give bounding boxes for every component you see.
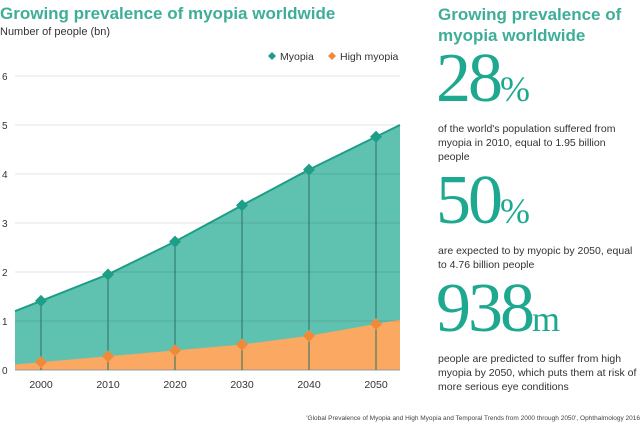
y-tick-label: 0 xyxy=(2,366,8,377)
stat-text-1: of the world's population suffered from … xyxy=(438,123,616,163)
data-point-high-myopia xyxy=(370,317,382,330)
legend-label: High myopia xyxy=(340,51,399,63)
x-tick-label: 2020 xyxy=(163,379,187,391)
stat-unit: m xyxy=(532,299,561,339)
y-axis-label: Number of people (bn) xyxy=(0,26,111,38)
y-tick-label: 1 xyxy=(2,317,8,328)
x-tick-label: 2030 xyxy=(230,379,254,391)
y-tick-label: 3 xyxy=(2,219,8,230)
y-tick-label: 5 xyxy=(2,121,8,132)
data-point-high-myopia xyxy=(303,329,315,342)
data-point-high-myopia xyxy=(236,338,248,351)
stat-value-2: 50% xyxy=(436,166,638,242)
legend-marker xyxy=(268,52,276,60)
stat-unit: % xyxy=(500,191,530,231)
chart-title: Growing prevalence of myopia worldwide xyxy=(0,4,336,23)
data-point-myopia xyxy=(102,268,114,281)
stat-value-1: 28% xyxy=(436,44,638,120)
data-point-myopia xyxy=(236,199,248,212)
stat-text-2: are expected to by myopic by 2050, equal… xyxy=(438,245,633,271)
y-tick-label: 2 xyxy=(2,268,8,279)
source-citation: 'Global Prevalence of Myopia and High My… xyxy=(306,415,640,422)
data-point-high-myopia xyxy=(169,344,181,357)
x-tick-label: 2000 xyxy=(29,379,53,391)
x-tick-label: 2040 xyxy=(297,379,321,391)
y-tick-label: 4 xyxy=(2,170,8,181)
panel-title: Growing prevalence of myopia worldwide xyxy=(438,5,622,45)
data-point-myopia xyxy=(303,163,315,176)
stats-panel: Growing prevalence of myopia worldwide 2… xyxy=(436,4,638,400)
data-point-myopia xyxy=(169,235,181,248)
data-point-high-myopia xyxy=(35,356,47,369)
legend-marker xyxy=(328,52,336,60)
data-point-high-myopia xyxy=(102,350,114,363)
stat-number: 28 xyxy=(436,40,503,117)
stat-number: 938 xyxy=(436,270,535,347)
legend-label: Myopia xyxy=(280,51,314,63)
stat-text-3: people are predicted to suffer from high… xyxy=(438,353,637,393)
area-chart: 0 1 2 3 4 5 6 2000 2010 2020 2030 2040 2050 Myopia Hig… xyxy=(2,51,401,391)
stat-number: 50 xyxy=(436,162,503,239)
x-tick-label: 2050 xyxy=(364,379,388,391)
myopia-line xyxy=(14,124,401,313)
x-tick-label: 2010 xyxy=(96,379,120,391)
stat-unit: % xyxy=(500,69,530,109)
series-area-myopia xyxy=(15,125,400,370)
y-tick-label: 6 xyxy=(2,72,8,83)
data-point-myopia xyxy=(370,130,382,143)
stat-value-3: 938m xyxy=(436,274,638,350)
data-point-myopia xyxy=(35,294,47,307)
